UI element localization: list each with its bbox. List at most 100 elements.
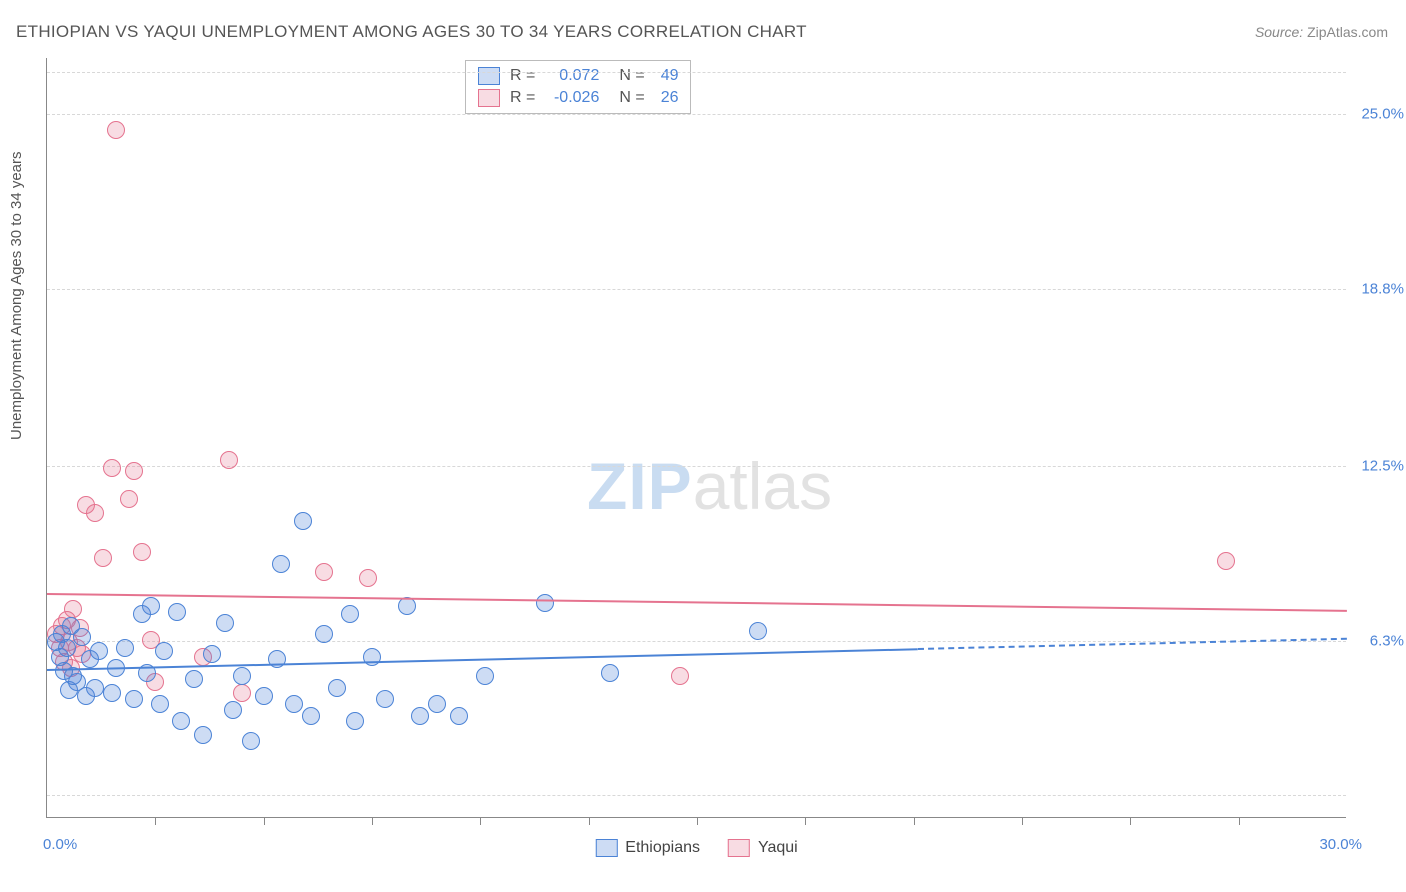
data-point [242,732,260,750]
trend-line [47,593,1347,612]
data-point [671,667,689,685]
y-tick-label: 18.8% [1361,280,1404,297]
swatch-ethiopians [478,67,500,85]
legend-label-yaqui: Yaqui [758,839,798,857]
data-point [450,707,468,725]
gridline [47,72,1346,73]
gridline [47,795,1346,796]
x-tick [480,817,481,825]
data-point [107,121,125,139]
chart-title: ETHIOPIAN VS YAQUI UNEMPLOYMENT AMONG AG… [16,22,807,42]
data-point [601,664,619,682]
x-axis-min-label: 0.0% [43,836,77,853]
x-axis-max-label: 30.0% [1319,836,1362,853]
data-point [120,490,138,508]
data-point [125,462,143,480]
x-tick [155,817,156,825]
data-point [203,645,221,663]
data-point [315,563,333,581]
data-point [359,569,377,587]
gridline [47,289,1346,290]
n-label: N = [619,89,644,107]
source-label: Source: [1255,24,1303,40]
r-label: R = [510,67,535,85]
data-point [86,679,104,697]
data-point [185,670,203,688]
data-point [224,701,242,719]
data-point [125,690,143,708]
data-point [94,549,112,567]
data-point [233,684,251,702]
r-value-ethiopians: 0.072 [545,67,599,85]
data-point [294,512,312,530]
data-point [341,605,359,623]
stats-legend: R = 0.072 N = 49 R = -0.026 N = 26 [465,60,691,114]
data-point [155,642,173,660]
legend-item-yaqui: Yaqui [728,839,798,857]
gridline [47,466,1346,467]
x-tick [589,817,590,825]
swatch-ethiopians-icon [595,839,617,857]
data-point [151,695,169,713]
stats-row-ethiopians: R = 0.072 N = 49 [478,65,678,87]
data-point [103,684,121,702]
data-point [103,459,121,477]
data-point [233,667,251,685]
data-point [749,622,767,640]
x-tick [914,817,915,825]
swatch-yaqui-icon [728,839,750,857]
data-point [536,594,554,612]
n-value-ethiopians: 49 [661,67,679,85]
data-point [220,451,238,469]
x-tick [1130,817,1131,825]
x-tick [697,817,698,825]
legend-item-ethiopians: Ethiopians [595,839,700,857]
source-name: ZipAtlas.com [1307,24,1388,40]
data-point [255,687,273,705]
n-label: N = [619,67,644,85]
chart-container: ETHIOPIAN VS YAQUI UNEMPLOYMENT AMONG AG… [0,0,1406,892]
data-point [172,712,190,730]
data-point [73,628,91,646]
data-point [376,690,394,708]
y-tick-label: 6.3% [1370,632,1404,649]
x-tick [264,817,265,825]
r-label: R = [510,89,535,107]
plot-area: ZIPatlas R = 0.072 N = 49 R = -0.026 N =… [46,58,1346,818]
x-tick [372,817,373,825]
series-legend: Ethiopians Yaqui [595,839,797,857]
data-point [272,555,290,573]
r-value-yaqui: -0.026 [545,89,599,107]
y-axis-label: Unemployment Among Ages 30 to 34 years [8,151,25,440]
data-point [476,667,494,685]
data-point [328,679,346,697]
data-point [142,597,160,615]
data-point [168,603,186,621]
watermark: ZIPatlas [587,448,832,524]
data-point [411,707,429,725]
x-tick [805,817,806,825]
data-point [302,707,320,725]
source-attribution: Source: ZipAtlas.com [1255,24,1388,40]
y-tick-label: 25.0% [1361,106,1404,123]
data-point [58,639,76,657]
data-point [216,614,234,632]
data-point [346,712,364,730]
data-point [285,695,303,713]
y-tick-label: 12.5% [1361,458,1404,475]
data-point [428,695,446,713]
stats-row-yaqui: R = -0.026 N = 26 [478,87,678,109]
swatch-yaqui [478,89,500,107]
data-point [64,600,82,618]
watermark-atlas: atlas [693,449,832,523]
data-point [90,642,108,660]
legend-label-ethiopians: Ethiopians [625,839,700,857]
gridline [47,114,1346,115]
data-point [86,504,104,522]
x-tick [1022,817,1023,825]
data-point [315,625,333,643]
x-tick [1239,817,1240,825]
data-point [1217,552,1235,570]
data-point [133,543,151,561]
watermark-zip: ZIP [587,449,693,523]
